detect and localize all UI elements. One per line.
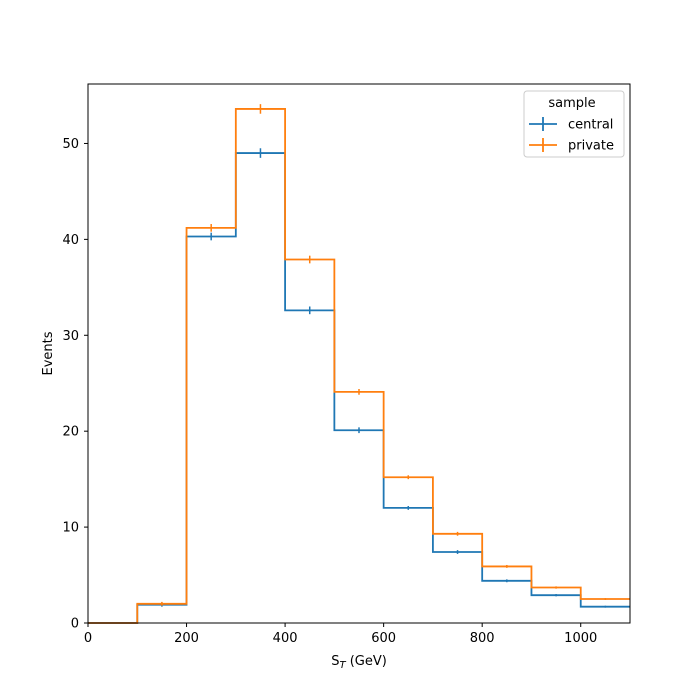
legend-label-private: private [568,139,614,154]
x-axis-label-unit: (GeV) [346,654,387,669]
y-tick-label: 30 [62,329,79,344]
series-line-central [88,152,630,624]
legend-label-central: central [568,118,613,133]
x-axis-label-main: S [331,654,339,669]
x-tick-label: 200 [174,631,199,646]
x-axis: 0 200 400 600 800 1000 [84,623,597,646]
series-layer [88,104,630,624]
y-tick-label: 10 [62,521,79,536]
y-axis-label: Events [41,331,56,375]
legend-item-private: private [529,138,614,154]
series-central [88,148,630,624]
x-tick-label: 400 [273,631,298,646]
y-tick-label: 0 [71,617,79,632]
x-axis-label-sub: T [339,660,346,671]
x-axis-label: ST (GeV) [331,654,387,671]
plot-frame [87,83,631,624]
legend-title: sample [548,96,595,111]
x-tick-label: 800 [470,631,495,646]
y-tick-label: 50 [62,137,79,152]
series-private [88,104,630,624]
series-line-private [88,108,630,624]
x-tick-label: 0 [84,631,92,646]
x-tick-label: 1000 [564,631,597,646]
legend-box [523,90,625,158]
y-tick-label: 20 [62,425,79,440]
y-axis: 0 10 20 30 40 50 [62,137,88,632]
x-tick-label: 600 [371,631,396,646]
legend: sample central private [523,90,625,158]
y-tick-label: 40 [62,233,79,248]
legend-item-central: central [529,117,613,133]
